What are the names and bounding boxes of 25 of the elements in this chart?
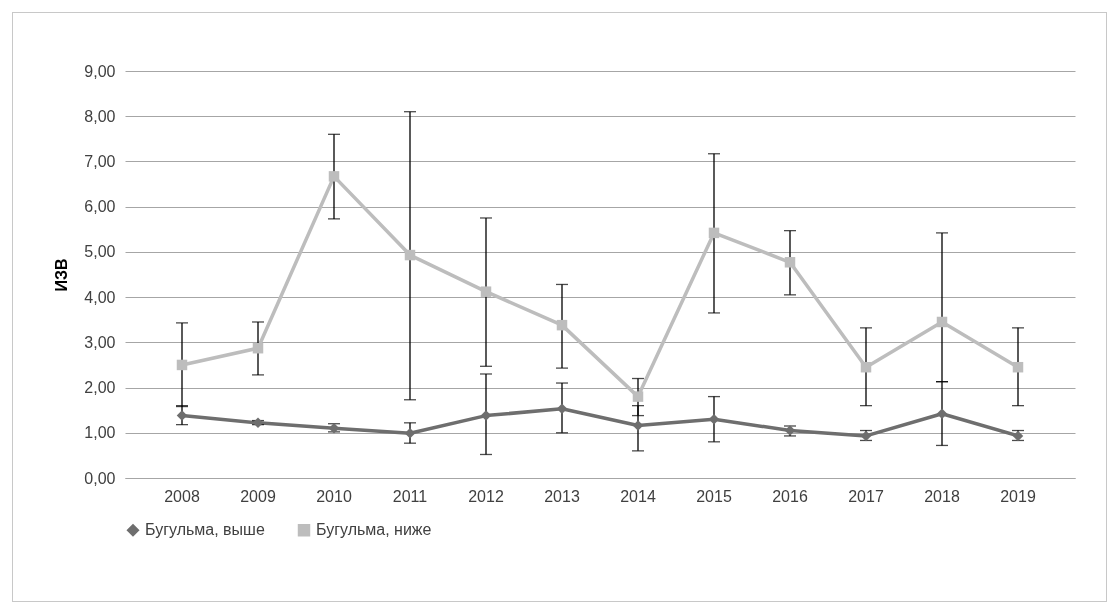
y-tick-label: 2,00 xyxy=(84,379,116,397)
x-tick-label: 2017 xyxy=(848,487,884,505)
y-tick-label: 6,00 xyxy=(84,198,116,216)
x-tick-label: 2010 xyxy=(316,487,352,505)
x-tick-label: 2015 xyxy=(696,487,732,505)
legend-label: Бугульма, выше xyxy=(145,521,265,539)
y-tick-label: 4,00 xyxy=(84,288,116,306)
x-tick-label: 2009 xyxy=(240,487,276,505)
x-tick-label: 2019 xyxy=(1000,487,1036,505)
y-tick-label: 3,00 xyxy=(84,333,116,351)
x-tick-label: 2014 xyxy=(620,487,656,505)
legend-label: Бугульма, ниже xyxy=(316,521,432,539)
x-tick-label: 2008 xyxy=(164,487,200,505)
y-tick-label: 0,00 xyxy=(84,469,116,487)
y-tick-label: 8,00 xyxy=(84,107,116,125)
y-axis-title: ИЗВ xyxy=(53,258,71,292)
x-tick-label: 2013 xyxy=(544,487,580,505)
x-tick-label: 2018 xyxy=(924,487,960,505)
x-tick-label: 2011 xyxy=(392,487,428,505)
y-tick-label: 5,00 xyxy=(84,243,116,261)
x-tick-label: 2012 xyxy=(468,487,504,505)
y-tick-label: 9,00 xyxy=(84,62,116,80)
y-tick-label: 7,00 xyxy=(84,152,116,170)
x-tick-label: 2016 xyxy=(772,487,808,505)
y-tick-label: 1,00 xyxy=(84,424,116,442)
